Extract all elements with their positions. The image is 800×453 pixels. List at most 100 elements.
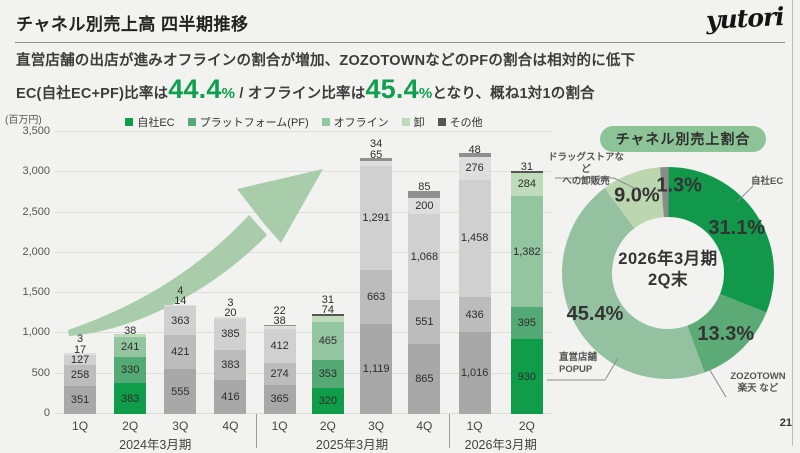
bar-segment: 551 bbox=[408, 300, 440, 344]
segment-value-label: 1,119 bbox=[363, 363, 390, 375]
bar-segment: 412 bbox=[264, 329, 296, 362]
above-bar-value-label: 38 bbox=[274, 316, 286, 327]
donut-callout-line-text: ドラッグストアなど bbox=[545, 152, 627, 176]
above-bar-value-label: 65 bbox=[370, 150, 382, 161]
bar-segment: 385 bbox=[214, 319, 246, 350]
bar-segment: 127 bbox=[64, 355, 96, 365]
bar-segment: 351 bbox=[64, 386, 96, 414]
above-bar-value-label: 48 bbox=[469, 145, 481, 156]
summary-line2-prefix: EC(自社EC+PF)比率は bbox=[16, 86, 168, 102]
segment-value-label: 930 bbox=[518, 371, 536, 383]
legend-swatch-icon bbox=[125, 118, 133, 126]
legend-item: オフライン bbox=[322, 114, 389, 130]
legend-label: 卸 bbox=[414, 114, 425, 130]
segment-value-label: 1,016 bbox=[461, 367, 489, 379]
y-axis-tick-label: 3,000 bbox=[4, 165, 50, 177]
x-axis-quarter-label: 2Q bbox=[519, 419, 535, 433]
bar-segment: 200 bbox=[408, 198, 440, 214]
page-title: チャネル別売上高 四半期推移 bbox=[16, 10, 249, 35]
segment-value-label: 421 bbox=[171, 346, 189, 358]
segment-value-label: 1,068 bbox=[411, 251, 439, 263]
summary-line2: EC(自社EC+PF)比率は44.4% / オフライン比率は45.4%となり、概… bbox=[16, 72, 635, 111]
bar-segments: 865 551 1,068 200 bbox=[408, 191, 440, 414]
x-axis-quarter-label: 1Q bbox=[272, 419, 288, 433]
segment-value-label: 865 bbox=[415, 373, 433, 385]
donut-callout-line-text: 楽天 など bbox=[723, 383, 793, 395]
above-bar-value-label: 31 bbox=[521, 162, 533, 173]
callout-line bbox=[737, 186, 753, 202]
donut-center-line2: 2Q末 bbox=[588, 270, 748, 291]
donut-callout-line-text: への卸販売 bbox=[545, 176, 627, 188]
bar-segment: 1,458 bbox=[459, 180, 491, 297]
above-bar-value-label: 22 bbox=[274, 306, 286, 317]
legend-label: オフライン bbox=[334, 114, 389, 130]
segment-value-label: 351 bbox=[71, 394, 89, 406]
bar-segment: 421 bbox=[164, 335, 196, 369]
segment-value-label: 353 bbox=[319, 368, 337, 380]
year-group-separator bbox=[256, 414, 257, 448]
x-axis-quarter-label: 1Q bbox=[72, 419, 88, 433]
donut-callout-label: ドラッグストアなどへの卸販売 bbox=[545, 152, 627, 188]
x-axis-year-group-label: 2026年3月期 bbox=[465, 434, 537, 453]
bar-segment: 663 bbox=[360, 270, 392, 323]
segment-value-label: 383 bbox=[221, 359, 239, 371]
summary-line1: 直営店舗の出店が進みオフラインの割合が増加、ZOZOTOWNなどのPFの割合は相… bbox=[16, 50, 635, 72]
legend-item: 卸 bbox=[402, 114, 425, 130]
segment-value-label: 284 bbox=[518, 178, 536, 190]
segment-value-label: 365 bbox=[270, 393, 288, 405]
y-axis-tick-label: 2,500 bbox=[4, 206, 50, 218]
y-axis-tick-label: 1,000 bbox=[4, 326, 50, 338]
donut-center-line1: 2026年3月期 bbox=[588, 249, 748, 270]
year-group-separator bbox=[449, 414, 450, 448]
bar-segment: 363 bbox=[164, 306, 196, 335]
above-bar-value-label: 3 bbox=[224, 298, 236, 309]
segment-value-label: 436 bbox=[465, 309, 483, 321]
donut-percent-label: 31.1% bbox=[708, 217, 765, 239]
bar-segment: 1,382 bbox=[511, 196, 543, 307]
bar-segment: 1,016 bbox=[459, 332, 491, 414]
summary-block: 直営店舗の出店が進みオフラインの割合が増加、ZOZOTOWNなどのPFの割合は相… bbox=[16, 50, 635, 111]
segment-value-label: 274 bbox=[270, 368, 288, 380]
segment-value-label: 412 bbox=[270, 340, 288, 352]
donut-callout-line-text: 直営店舗 bbox=[559, 352, 619, 364]
bar-segment: 865 bbox=[408, 344, 440, 414]
above-bar-value-label: 85 bbox=[418, 182, 430, 193]
bar-segment: 465 bbox=[312, 322, 344, 359]
bar-segment: 383 bbox=[214, 350, 246, 381]
segment-value-label: 276 bbox=[465, 162, 483, 174]
bar-segment: 1,119 bbox=[360, 324, 392, 414]
legend-item: プラットフォーム(PF) bbox=[188, 114, 309, 130]
donut-callout-line-text: POPUP bbox=[559, 364, 619, 376]
donut-percent-label: 1.3% bbox=[656, 174, 702, 196]
above-bar-value-labels: 31 bbox=[521, 162, 533, 173]
bar-segment: 365 bbox=[264, 385, 296, 414]
legend-label: 自社EC bbox=[137, 114, 174, 130]
y-axis-tick-label: 1,500 bbox=[4, 286, 50, 298]
page-number: 21 bbox=[758, 417, 792, 429]
donut-percent-label: 45.4% bbox=[567, 303, 624, 325]
yutori-logo: yutori bbox=[706, 2, 785, 35]
bar-segment: 274 bbox=[264, 363, 296, 385]
segment-value-label: 383 bbox=[121, 393, 139, 405]
segment-value-label: 241 bbox=[121, 341, 139, 353]
bar-segment: 416 bbox=[214, 380, 246, 414]
legend-swatch-icon bbox=[402, 118, 410, 126]
bar-segment: 1,291 bbox=[360, 166, 392, 270]
